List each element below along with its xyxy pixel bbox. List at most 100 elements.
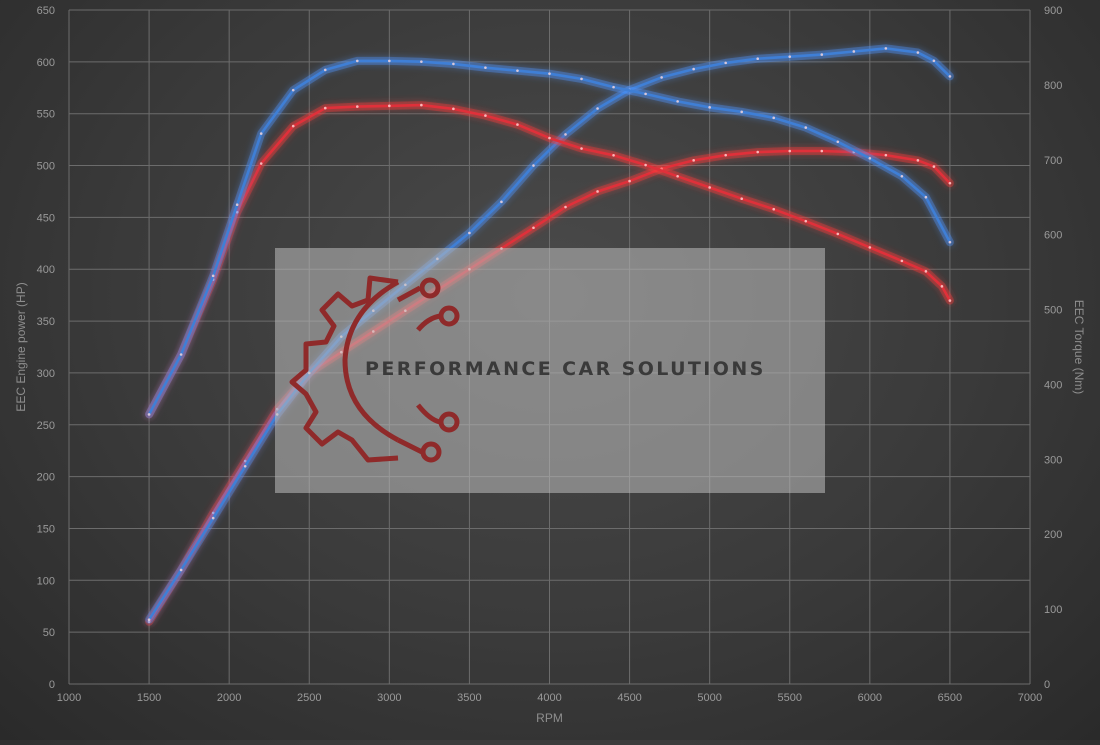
data-point xyxy=(596,190,599,193)
data-point xyxy=(147,413,151,416)
x-tick-label: 4000 xyxy=(537,692,561,704)
data-point xyxy=(484,66,487,69)
data-point xyxy=(660,76,663,79)
watermark-text: PERFORMANCE CAR SOLUTIONS xyxy=(365,358,766,380)
gear-circuit-logo xyxy=(289,275,460,463)
data-point xyxy=(259,132,263,135)
data-point xyxy=(388,59,391,63)
y2-tick-label: 100 xyxy=(1044,604,1062,616)
data-point xyxy=(948,299,952,302)
data-point xyxy=(179,568,183,572)
data-point xyxy=(916,51,920,54)
data-point xyxy=(243,464,247,468)
x-tick-label: 2500 xyxy=(297,692,321,704)
data-point xyxy=(804,126,808,129)
data-point xyxy=(756,150,760,154)
data-point xyxy=(932,165,936,168)
data-point xyxy=(708,186,711,189)
data-point xyxy=(516,123,519,126)
data-point xyxy=(724,61,727,65)
data-point xyxy=(323,68,327,72)
data-point xyxy=(644,163,647,167)
data-point xyxy=(468,231,471,235)
y-tick-label: 450 xyxy=(37,212,55,224)
data-point xyxy=(580,77,583,81)
x-tick-label: 6000 xyxy=(858,692,882,704)
y2-tick-label: 0 xyxy=(1044,679,1050,691)
data-point xyxy=(940,285,944,288)
x-tick-label: 3000 xyxy=(377,692,401,704)
y2-tick-label: 800 xyxy=(1044,80,1062,92)
data-point xyxy=(596,107,599,110)
y-tick-label: 200 xyxy=(37,472,55,484)
data-point xyxy=(692,159,695,162)
data-point xyxy=(900,259,904,263)
y2-axis-title: EEC Torque (Nm) xyxy=(1072,300,1086,394)
data-point xyxy=(323,106,327,110)
data-point xyxy=(900,174,904,178)
data-point xyxy=(356,59,359,63)
data-point xyxy=(852,50,856,53)
x-tick-label: 1000 xyxy=(57,692,81,704)
y2-tick-label: 700 xyxy=(1044,155,1062,167)
data-point xyxy=(516,69,519,72)
data-point xyxy=(676,174,679,178)
data-point xyxy=(420,60,423,63)
data-point xyxy=(612,85,615,89)
x-axis-title: RPM xyxy=(536,711,563,725)
data-point xyxy=(884,47,888,50)
data-point xyxy=(211,516,215,520)
data-point xyxy=(548,72,551,75)
data-point xyxy=(452,107,455,111)
x-tick-label: 4500 xyxy=(617,692,641,704)
data-point xyxy=(948,75,952,78)
data-point xyxy=(772,207,776,211)
y-tick-label: 350 xyxy=(37,316,55,328)
y-tick-label: 150 xyxy=(37,523,55,535)
data-point xyxy=(211,274,215,278)
data-point xyxy=(836,232,840,236)
x-tick-label: 5000 xyxy=(697,692,721,704)
data-point xyxy=(820,149,824,153)
x-tick-label: 5500 xyxy=(778,692,802,704)
y-tick-label: 300 xyxy=(37,368,55,380)
x-tick-label: 7000 xyxy=(1018,692,1042,704)
data-point xyxy=(235,203,239,207)
data-point xyxy=(564,205,567,209)
watermark: PERFORMANCE CAR SOLUTIONS xyxy=(275,248,825,493)
y-tick-label: 400 xyxy=(37,264,55,276)
data-point xyxy=(924,195,928,199)
y-tick-label: 550 xyxy=(37,109,55,121)
data-point xyxy=(676,100,679,103)
data-point xyxy=(884,153,888,157)
data-point xyxy=(924,270,928,273)
x-tick-label: 3500 xyxy=(457,692,481,704)
data-point xyxy=(484,114,487,117)
data-point xyxy=(804,219,808,223)
data-point xyxy=(868,156,872,160)
data-point xyxy=(628,179,631,183)
x-tick-label: 6500 xyxy=(938,692,962,704)
data-point xyxy=(500,200,503,204)
data-point xyxy=(580,147,583,150)
y-tick-label: 0 xyxy=(49,679,55,691)
data-point xyxy=(836,140,840,144)
data-point xyxy=(420,103,423,107)
y2-tick-label: 200 xyxy=(1044,529,1062,541)
x-tick-label: 1500 xyxy=(137,692,161,704)
x-tick-label: 2000 xyxy=(217,692,241,704)
data-point xyxy=(564,133,567,136)
axes: 1000 1500 2000 2500 3000 3500 4000 4500 5000 5500… xyxy=(14,5,1086,725)
data-point xyxy=(179,353,183,356)
y-tick-label: 100 xyxy=(37,575,55,587)
data-point xyxy=(548,136,551,140)
data-point xyxy=(452,62,455,66)
data-point xyxy=(388,104,391,108)
data-point xyxy=(644,92,647,96)
data-point xyxy=(740,197,743,201)
data-point xyxy=(692,67,695,71)
data-point xyxy=(356,105,359,108)
y-tick-label: 650 xyxy=(37,5,55,17)
